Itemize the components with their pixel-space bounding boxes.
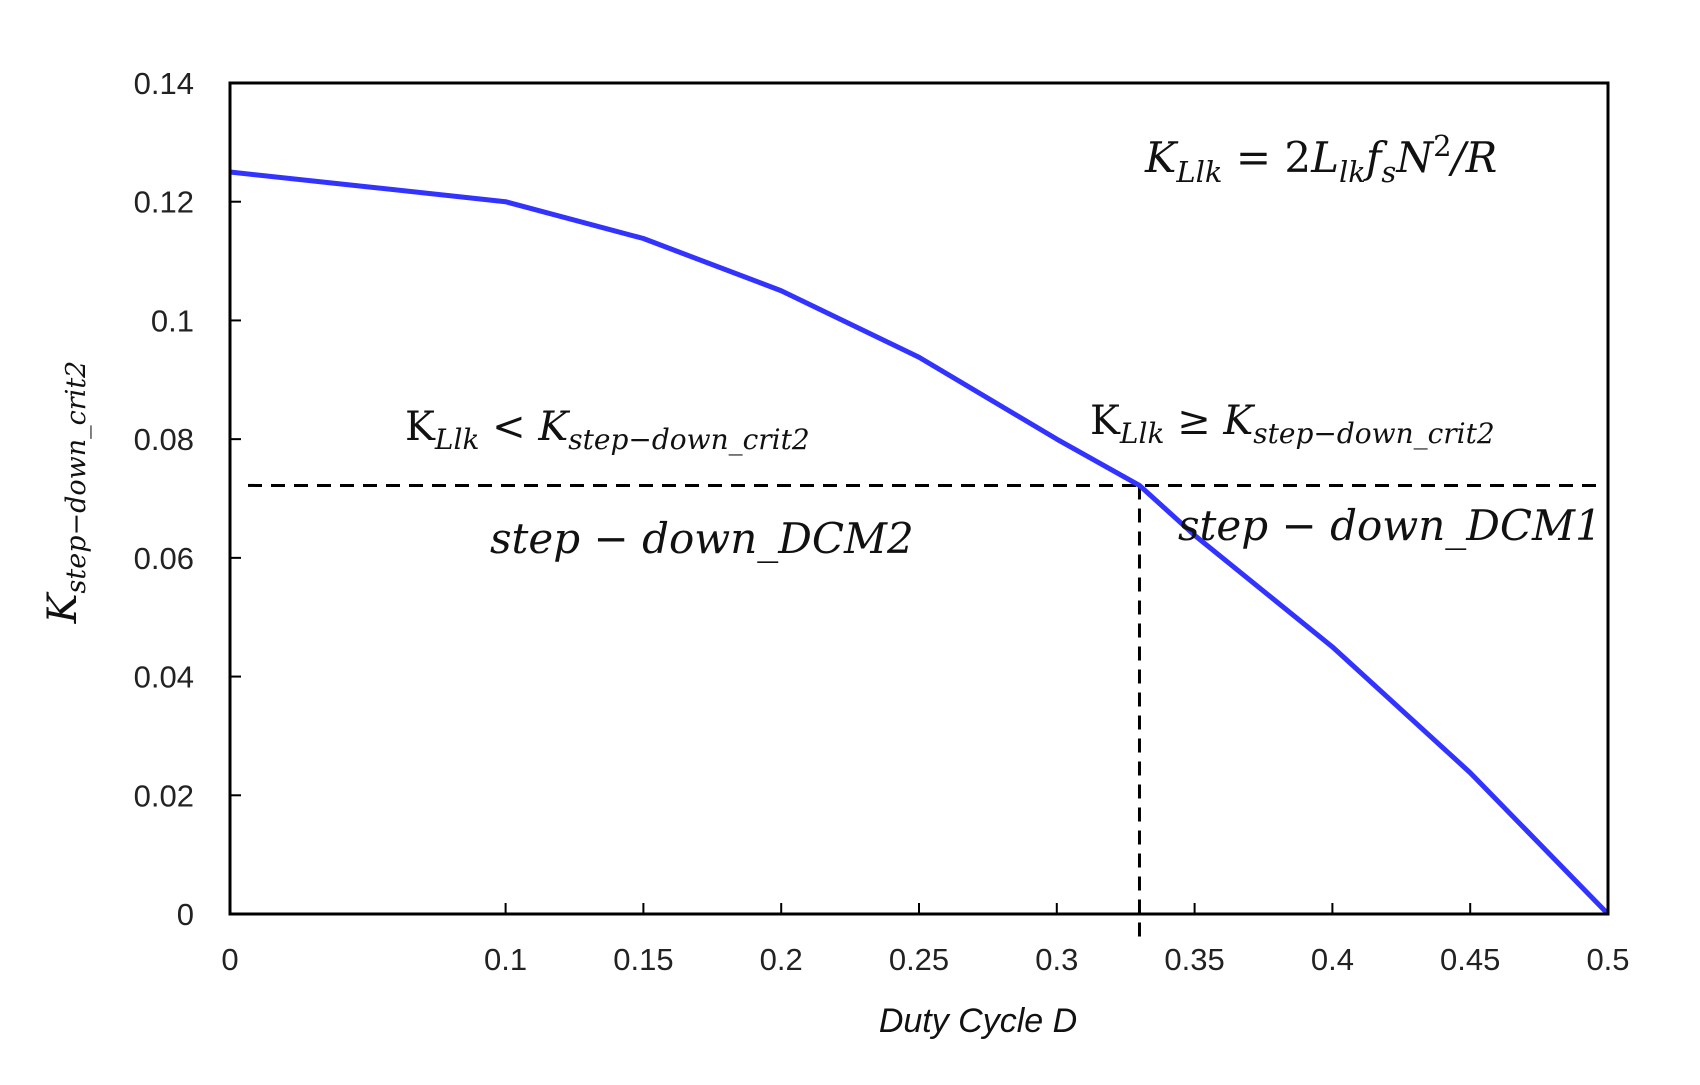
y-tick-label: 0.12 bbox=[134, 185, 194, 220]
y-axis-label-sub: step−down_crit2 bbox=[61, 361, 92, 594]
x-tick-label: 0.15 bbox=[613, 942, 673, 977]
region-left-k2: K bbox=[537, 404, 570, 450]
region-right-label: KLlk ≥ Kstep−down_crit2 bbox=[1090, 398, 1495, 450]
y-axis-label: Kstep−down_crit2 bbox=[40, 361, 92, 625]
region-left-k: K bbox=[405, 404, 436, 450]
formula-f-sub: s bbox=[1381, 155, 1396, 189]
x-tick-label: 0.35 bbox=[1164, 942, 1224, 977]
region-left-op: < bbox=[479, 404, 538, 450]
x-axis-label: Duty Cycle D bbox=[879, 1002, 1077, 1040]
region-left-label: KLlk < Kstep−down_crit2 bbox=[405, 404, 810, 456]
mode-right-label: step − down_DCM1 bbox=[1178, 501, 1602, 550]
formula-annotation: KLlk = 2LlkfsN2/R bbox=[1144, 129, 1497, 189]
formula-eq: = 2 bbox=[1223, 133, 1312, 182]
x-tick-label: 0.1 bbox=[484, 942, 527, 977]
region-left-k-sub: Llk bbox=[434, 423, 480, 456]
formula-l-sub: lk bbox=[1339, 155, 1366, 189]
y-tick-label: 0 bbox=[177, 897, 194, 932]
x-tick-label: 0.45 bbox=[1440, 942, 1500, 977]
x-tick-label: 0.3 bbox=[1035, 942, 1078, 977]
formula-k: K bbox=[1144, 133, 1179, 182]
formula-l: L bbox=[1310, 133, 1339, 182]
y-axis-ticks: 0 0.02 0.04 0.06 0.08 0.1 0.12 0.14 bbox=[134, 66, 241, 932]
x-tick-label: 0.2 bbox=[760, 942, 803, 977]
mode-left-label: step − down_DCM2 bbox=[490, 514, 914, 563]
x-tick-label: 0.25 bbox=[889, 942, 949, 977]
y-tick-label: 0.08 bbox=[134, 422, 194, 457]
formula-n-sup: 2 bbox=[1433, 129, 1451, 163]
region-right-k2-sub: step−down_crit2 bbox=[1253, 417, 1494, 450]
series-layer bbox=[229, 169, 1610, 916]
formula-tail: /R bbox=[1448, 133, 1498, 182]
y-tick-label: 0.06 bbox=[134, 541, 194, 576]
y-tick-label: 0.02 bbox=[134, 778, 194, 813]
region-right-k: K bbox=[1090, 398, 1121, 444]
y-tick-label: 0.04 bbox=[134, 660, 194, 695]
region-right-k2: K bbox=[1222, 398, 1255, 444]
reference-lines bbox=[248, 483, 1600, 940]
series-line bbox=[229, 169, 1610, 916]
formula-n: N bbox=[1395, 133, 1434, 182]
plot-area-frame bbox=[228, 81, 1610, 916]
region-right-op: ≥ bbox=[1164, 398, 1223, 444]
region-right-k-sub: Llk bbox=[1119, 417, 1165, 450]
region-left-k2-sub: step−down_crit2 bbox=[568, 423, 809, 456]
y-tick-label: 0.14 bbox=[134, 66, 194, 101]
x-tick-label: 0.4 bbox=[1311, 942, 1354, 977]
y-axis-label-base: K bbox=[40, 591, 86, 624]
formula-k-sub: Llk bbox=[1175, 155, 1222, 189]
x-tick-label: 0 bbox=[221, 942, 238, 977]
y-tick-label: 0.1 bbox=[151, 303, 194, 338]
x-axis-ticks: 0 0.1 0.15 0.2 0.25 0.3 0.35 0.4 0.45 0.5 bbox=[221, 903, 1630, 977]
x-tick-label: 0.5 bbox=[1586, 942, 1629, 977]
